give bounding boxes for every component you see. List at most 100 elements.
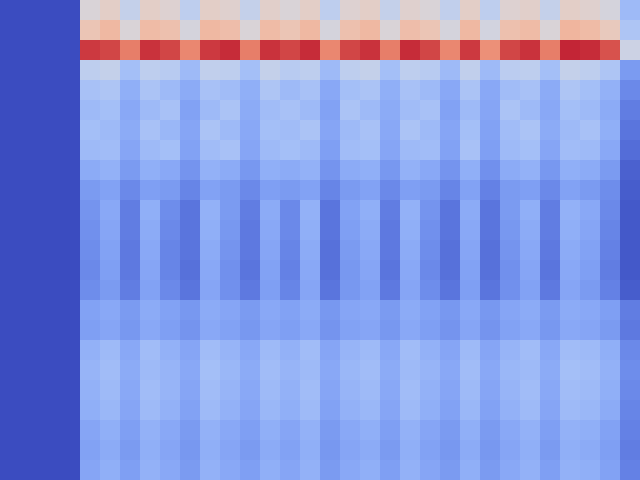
heatmap-cell [0, 60, 21, 81]
heatmap-cell [360, 320, 381, 341]
heatmap-cell [260, 400, 281, 421]
heatmap-cell [580, 0, 601, 21]
heatmap-cell [220, 240, 241, 261]
heatmap-cell [380, 300, 401, 321]
heatmap-cell [560, 260, 581, 281]
heatmap-cell [240, 460, 261, 480]
heatmap-cell [240, 280, 261, 301]
heatmap-cell [160, 120, 181, 141]
heatmap-cell [140, 240, 161, 261]
heatmap-cell [240, 400, 261, 421]
heatmap-cell [460, 340, 481, 361]
heatmap-cell [120, 340, 141, 361]
heatmap-cell [520, 60, 541, 81]
heatmap-cell [340, 400, 361, 421]
heatmap-cell [400, 280, 421, 301]
heatmap-cell [460, 180, 481, 201]
heatmap-cell [200, 180, 221, 201]
heatmap-cell [160, 460, 181, 480]
heatmap-cell [540, 440, 561, 461]
heatmap-cell [260, 420, 281, 441]
heatmap-cell [560, 360, 581, 381]
heatmap-cell [500, 360, 521, 381]
heatmap-cell [140, 420, 161, 441]
heatmap-cell [400, 360, 421, 381]
heatmap-cell [280, 180, 301, 201]
heatmap-cell [580, 220, 601, 241]
heatmap-cell [600, 340, 621, 361]
heatmap-cell [60, 80, 81, 101]
heatmap-cell [620, 180, 640, 201]
heatmap-cell [420, 360, 441, 381]
heatmap-cell [320, 60, 341, 81]
heatmap-cell [500, 0, 521, 21]
heatmap-cell [500, 220, 521, 241]
heatmap-cell [500, 120, 521, 141]
heatmap-cell [300, 120, 321, 141]
heatmap-cell [400, 320, 421, 341]
heatmap-cell [220, 360, 241, 381]
heatmap-cell [120, 220, 141, 241]
heatmap-cell [400, 180, 421, 201]
heatmap-cell [220, 320, 241, 341]
heatmap-cell [260, 20, 281, 41]
heatmap-cell [200, 360, 221, 381]
heatmap-cell [340, 20, 361, 41]
heatmap-cell [560, 240, 581, 261]
heatmap-cell [140, 300, 161, 321]
heatmap-cell [380, 240, 401, 261]
heatmap-cell [140, 280, 161, 301]
heatmap-cell [240, 240, 261, 261]
heatmap-cell [120, 360, 141, 381]
heatmap-cell [60, 280, 81, 301]
heatmap-cell [100, 0, 121, 21]
heatmap-cell [0, 200, 21, 221]
heatmap-cell [60, 460, 81, 480]
heatmap-cell [20, 300, 41, 321]
heatmap-cell [420, 420, 441, 441]
heatmap-cell [280, 60, 301, 81]
heatmap-cell [180, 400, 201, 421]
heatmap-cell [80, 340, 101, 361]
heatmap-cell [180, 20, 201, 41]
heatmap-cell [280, 20, 301, 41]
heatmap-cell [320, 40, 341, 61]
heatmap-cell [600, 20, 621, 41]
heatmap-cell [540, 360, 561, 381]
heatmap-cell [300, 180, 321, 201]
heatmap-cell [580, 120, 601, 141]
heatmap-cell [240, 300, 261, 321]
heatmap-cell [480, 260, 501, 281]
heatmap-cell [540, 280, 561, 301]
heatmap-cell [440, 320, 461, 341]
heatmap-cell [300, 40, 321, 61]
heatmap-cell [560, 220, 581, 241]
heatmap-cell [0, 400, 21, 421]
heatmap-cell [340, 300, 361, 321]
heatmap-cell [440, 0, 461, 21]
heatmap-cell [140, 340, 161, 361]
heatmap-cell [420, 100, 441, 121]
heatmap-cell [180, 280, 201, 301]
heatmap-cell [420, 280, 441, 301]
heatmap-cell [180, 120, 201, 141]
heatmap-cell [220, 20, 241, 41]
heatmap-cell [120, 80, 141, 101]
heatmap-cell [240, 140, 261, 161]
heatmap-cell [400, 60, 421, 81]
heatmap-cell [160, 440, 181, 461]
heatmap-cell [20, 340, 41, 361]
heatmap-cell [300, 200, 321, 221]
heatmap-cell [220, 220, 241, 241]
heatmap-cell [520, 300, 541, 321]
heatmap-cell [540, 80, 561, 101]
heatmap-cell [500, 380, 521, 401]
heatmap-cell [80, 160, 101, 181]
heatmap-cell [140, 40, 161, 61]
heatmap-cell [220, 100, 241, 121]
heatmap-cell [600, 60, 621, 81]
heatmap-cell [80, 240, 101, 261]
heatmap-cell [380, 360, 401, 381]
heatmap-cell [240, 440, 261, 461]
heatmap-cell [540, 380, 561, 401]
